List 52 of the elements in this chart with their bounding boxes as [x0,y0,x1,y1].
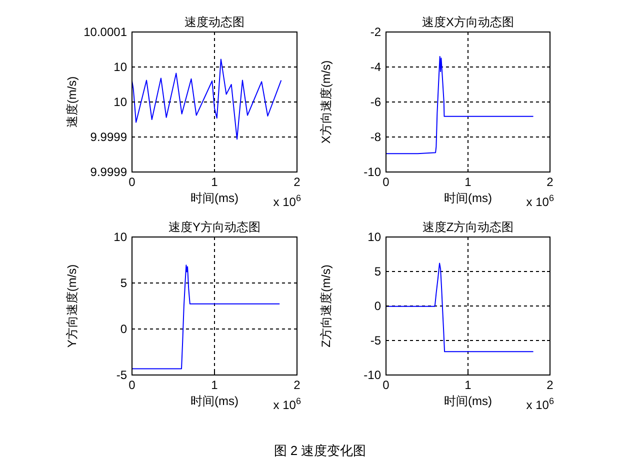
x-tick-label: 2 [294,175,301,189]
line-series [386,262,534,352]
y-tick-label: -10 [364,165,382,179]
chart-title: 速度动态图 [184,15,244,29]
x-tick-label: 1 [464,175,472,189]
y-axis-title: 速度(m/s) [65,76,79,128]
y-tick-label: 10 [114,60,128,74]
x-tick-label: 2 [546,175,554,189]
x-tick-label: 0 [128,378,136,392]
y-tick-label: 10.0001 [84,25,128,39]
x-axis-title: 时间(ms) [444,191,492,205]
y-tick-label: -2 [370,25,382,39]
x-tick-label: 1 [464,378,472,392]
line-series [386,56,534,154]
y-tick-label: -6 [370,95,382,109]
y-axis-title: Y方向速度(m/s) [65,264,79,348]
line-series [132,264,280,370]
x-tick-label: 1 [211,378,218,392]
y-tick-label: -8 [370,130,382,144]
x-axis-title: 时间(ms) [190,394,238,408]
x-tick-label: 0 [382,175,390,189]
y-tick-label: -5 [116,368,128,382]
y-tick-label: 5 [374,264,382,278]
text: x 10$^{6}$ [273,193,301,209]
line-series [132,58,282,140]
y-tick-label: -4 [370,60,382,74]
y-tick-label: 0 [374,299,382,313]
y-tick-label: 0 [120,322,128,336]
chart-title: 速度Z方向动态图 [422,220,514,234]
y-tick-label: 9.9999 [90,130,128,144]
y-tick-label: 10 [368,230,382,244]
chart-title: 速度Y方向动态图 [168,220,261,234]
y-tick-label: 9.9999 [90,165,128,179]
x-tick-label: 0 [382,378,390,392]
x-tick-label: 2 [546,378,554,392]
text: x 10$^{6}$ [273,396,301,412]
text: x 10$^{6}$ [526,193,554,209]
y-tick-label: 10 [114,95,128,109]
y-tick-label: 5 [120,276,128,290]
x-axis-title: 时间(ms) [190,191,238,205]
text: x 10$^{6}$ [526,396,554,412]
chart-title: 速度X方向动态图 [422,15,514,29]
y-tick-label: -10 [364,368,382,382]
x-tick-label: 0 [128,175,136,189]
y-tick-label: -5 [370,334,382,348]
y-axis-title: Z方向速度(m/s) [319,264,333,348]
y-axis-title: X方向速度(m/s) [319,60,333,144]
caption: 图 2 速度变化图 [274,443,366,458]
x-axis-title: 时间(ms) [444,394,492,408]
x-tick-label: 1 [211,175,218,189]
x-tick-label: 2 [294,378,301,392]
y-tick-label: 10 [114,230,128,244]
